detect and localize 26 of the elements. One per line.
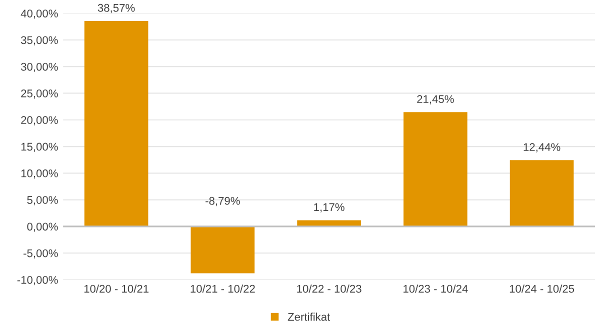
x-tick-label: 10/21 - 10/22 bbox=[190, 284, 255, 293]
x-tick-label: 10/22 - 10/23 bbox=[297, 284, 362, 293]
data-label: 12,44% bbox=[524, 143, 560, 152]
data-label: 1,17% bbox=[314, 203, 344, 212]
legend-label: Zertifikat bbox=[288, 312, 330, 321]
x-tick-label: 10/23 - 10/24 bbox=[404, 284, 468, 293]
y-tick-label: -5,00% bbox=[24, 249, 58, 259]
y-tick-label: 35,00% bbox=[20, 36, 58, 46]
data-label: -8,79% bbox=[206, 196, 240, 206]
y-tick-label: 10,00% bbox=[21, 169, 58, 179]
y-tick-label: 40,00% bbox=[20, 10, 58, 19]
bar bbox=[510, 160, 574, 226]
data-label: 38,57% bbox=[98, 4, 135, 14]
bar bbox=[404, 112, 468, 226]
y-tick-label: 20,00% bbox=[21, 116, 58, 126]
x-tick-label: 10/24 - 10/25 bbox=[510, 284, 574, 293]
data-label: 21,45% bbox=[417, 95, 454, 104]
y-tick-label: 30,00% bbox=[20, 62, 58, 72]
y-tick-label: 15,00% bbox=[21, 142, 58, 152]
y-tick-label: 0,00% bbox=[27, 222, 58, 232]
bar bbox=[190, 226, 255, 274]
bar bbox=[84, 20, 148, 226]
y-tick-label: 5,00% bbox=[27, 196, 58, 206]
x-tick-label: 10/20 - 10/21 bbox=[84, 284, 148, 293]
y-tick-label: 25,00% bbox=[21, 90, 58, 99]
y-tick-label: -10,00% bbox=[17, 276, 58, 286]
